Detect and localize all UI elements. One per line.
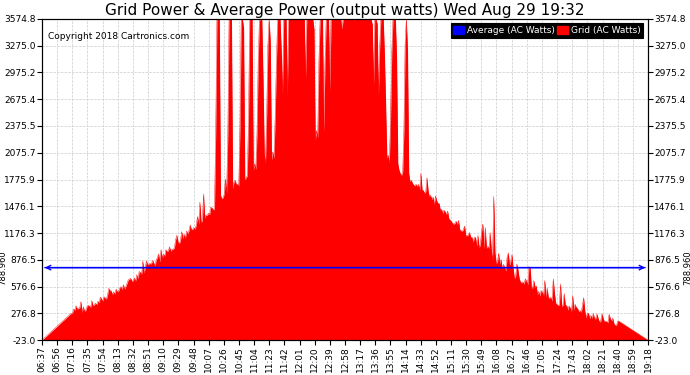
- Legend: Average (AC Watts), Grid (AC Watts): Average (AC Watts), Grid (AC Watts): [451, 24, 644, 38]
- Text: 788.960: 788.960: [683, 250, 690, 285]
- Title: Grid Power & Average Power (output watts) Wed Aug 29 19:32: Grid Power & Average Power (output watts…: [106, 3, 584, 18]
- Text: Copyright 2018 Cartronics.com: Copyright 2018 Cartronics.com: [48, 32, 189, 41]
- Text: 788.960: 788.960: [0, 250, 7, 285]
